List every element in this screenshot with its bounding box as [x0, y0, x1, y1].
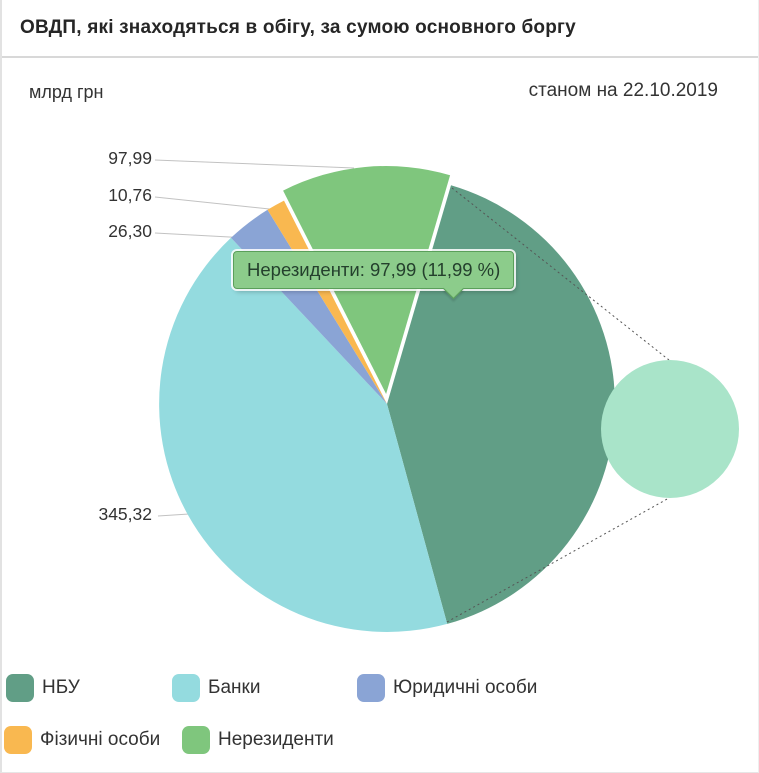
value-label-fizychni: 10,76 [108, 185, 152, 205]
detail-circle [601, 360, 739, 498]
value-label-yurydychni: 26,30 [108, 221, 152, 241]
legend-swatch-nerezydenty [182, 726, 210, 754]
pie-slice-0[interactable] [387, 185, 615, 624]
legend-label-nbu: НБУ [42, 677, 80, 698]
detail-connector-bottom [446, 497, 670, 623]
legend-label-nerezydenty: Нерезиденти [218, 729, 334, 750]
legend-label-fizychni: Фізичні особи [40, 729, 161, 750]
legend-item-yurydychni[interactable]: Юридичні особи [357, 674, 537, 702]
legend-item-nerezydenty[interactable]: Нерезиденти [182, 726, 334, 754]
legend-label-banky: Банки [208, 677, 261, 698]
legend-swatch-nbu [6, 674, 34, 702]
pie-slices [159, 166, 615, 632]
tooltip-text: Нерезиденти: 97,99 (11,99 %) [247, 259, 501, 280]
legend-label-yurydychni: Юридичні особи [393, 677, 538, 698]
detail-connectors [446, 187, 670, 623]
chart-header: ОВДП, які знаходяться в обігу, за сумою … [2, 0, 758, 58]
pie-slice-1[interactable] [159, 237, 448, 632]
legend-swatch-fizychni [4, 726, 32, 754]
chart-title: ОВДП, які знаходяться в обігу, за сумою … [20, 17, 576, 38]
legend-swatch-yurydychni [357, 674, 385, 702]
value-label-nerezydenty: 97,99 [108, 148, 152, 168]
detail-connector-top [451, 187, 670, 361]
leader-line-fizychni [154, 196, 280, 211]
value-label-banky: 345,32 [98, 504, 152, 524]
legend-item-banky[interactable]: Банки [172, 674, 260, 702]
legend-swatch-banky [172, 674, 200, 702]
leader-line-nerezydenty [154, 159, 355, 169]
leader-line-banky [157, 513, 190, 517]
as-of-date-label: станом на 22.10.2019 [528, 80, 718, 101]
chart-area: млрд грн станом на 22.10.2019 97,99 10,7… [2, 58, 758, 772]
unit-label: млрд грн [29, 82, 104, 102]
legend-item-fizychni[interactable]: Фізичні особи [4, 726, 160, 754]
legend-item-nbu[interactable]: НБУ [6, 674, 80, 702]
tooltip: Нерезиденти: 97,99 (11,99 %) [233, 251, 515, 300]
